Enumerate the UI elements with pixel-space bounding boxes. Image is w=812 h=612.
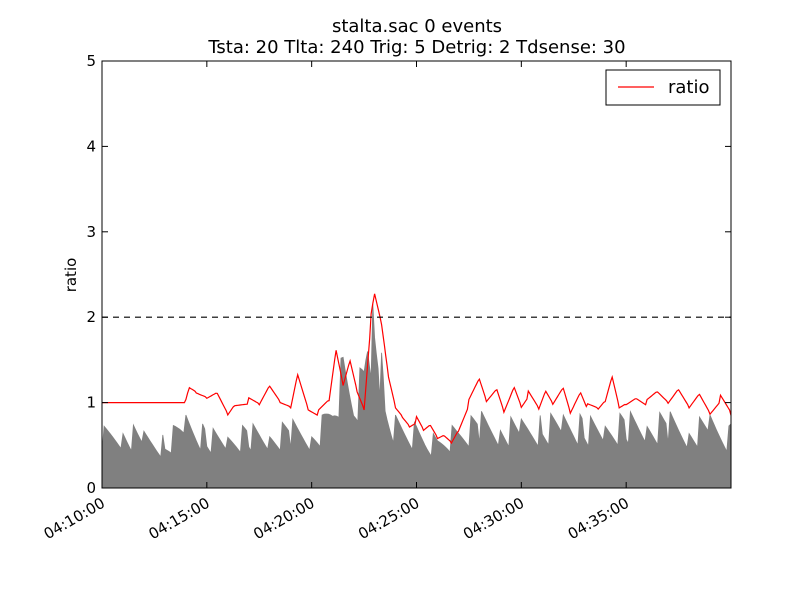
ratio-series-line: [102, 293, 732, 445]
y-tick-label: 2: [86, 308, 96, 326]
y-tick-label: 5: [86, 52, 96, 70]
y-axis: 0 1 2 3 4 5: [86, 52, 731, 497]
chart-title: stalta.sac 0 events: [332, 16, 502, 37]
legend: ratio: [605, 69, 721, 106]
y-axis-label: ratio: [62, 258, 80, 293]
y-tick-label: 1: [86, 394, 96, 412]
chart-subtitle: Tsta: 20 Tlta: 240 Trig: 5 Detrig: 2 Tds…: [207, 37, 625, 58]
y-tick-label: 3: [86, 223, 96, 241]
legend-ratio-label: ratio: [668, 77, 710, 98]
plot-area: [101, 60, 732, 489]
y-tick-label: 4: [86, 137, 96, 155]
y-tick-label: 0: [86, 479, 96, 497]
envelope-area: [101, 304, 732, 489]
